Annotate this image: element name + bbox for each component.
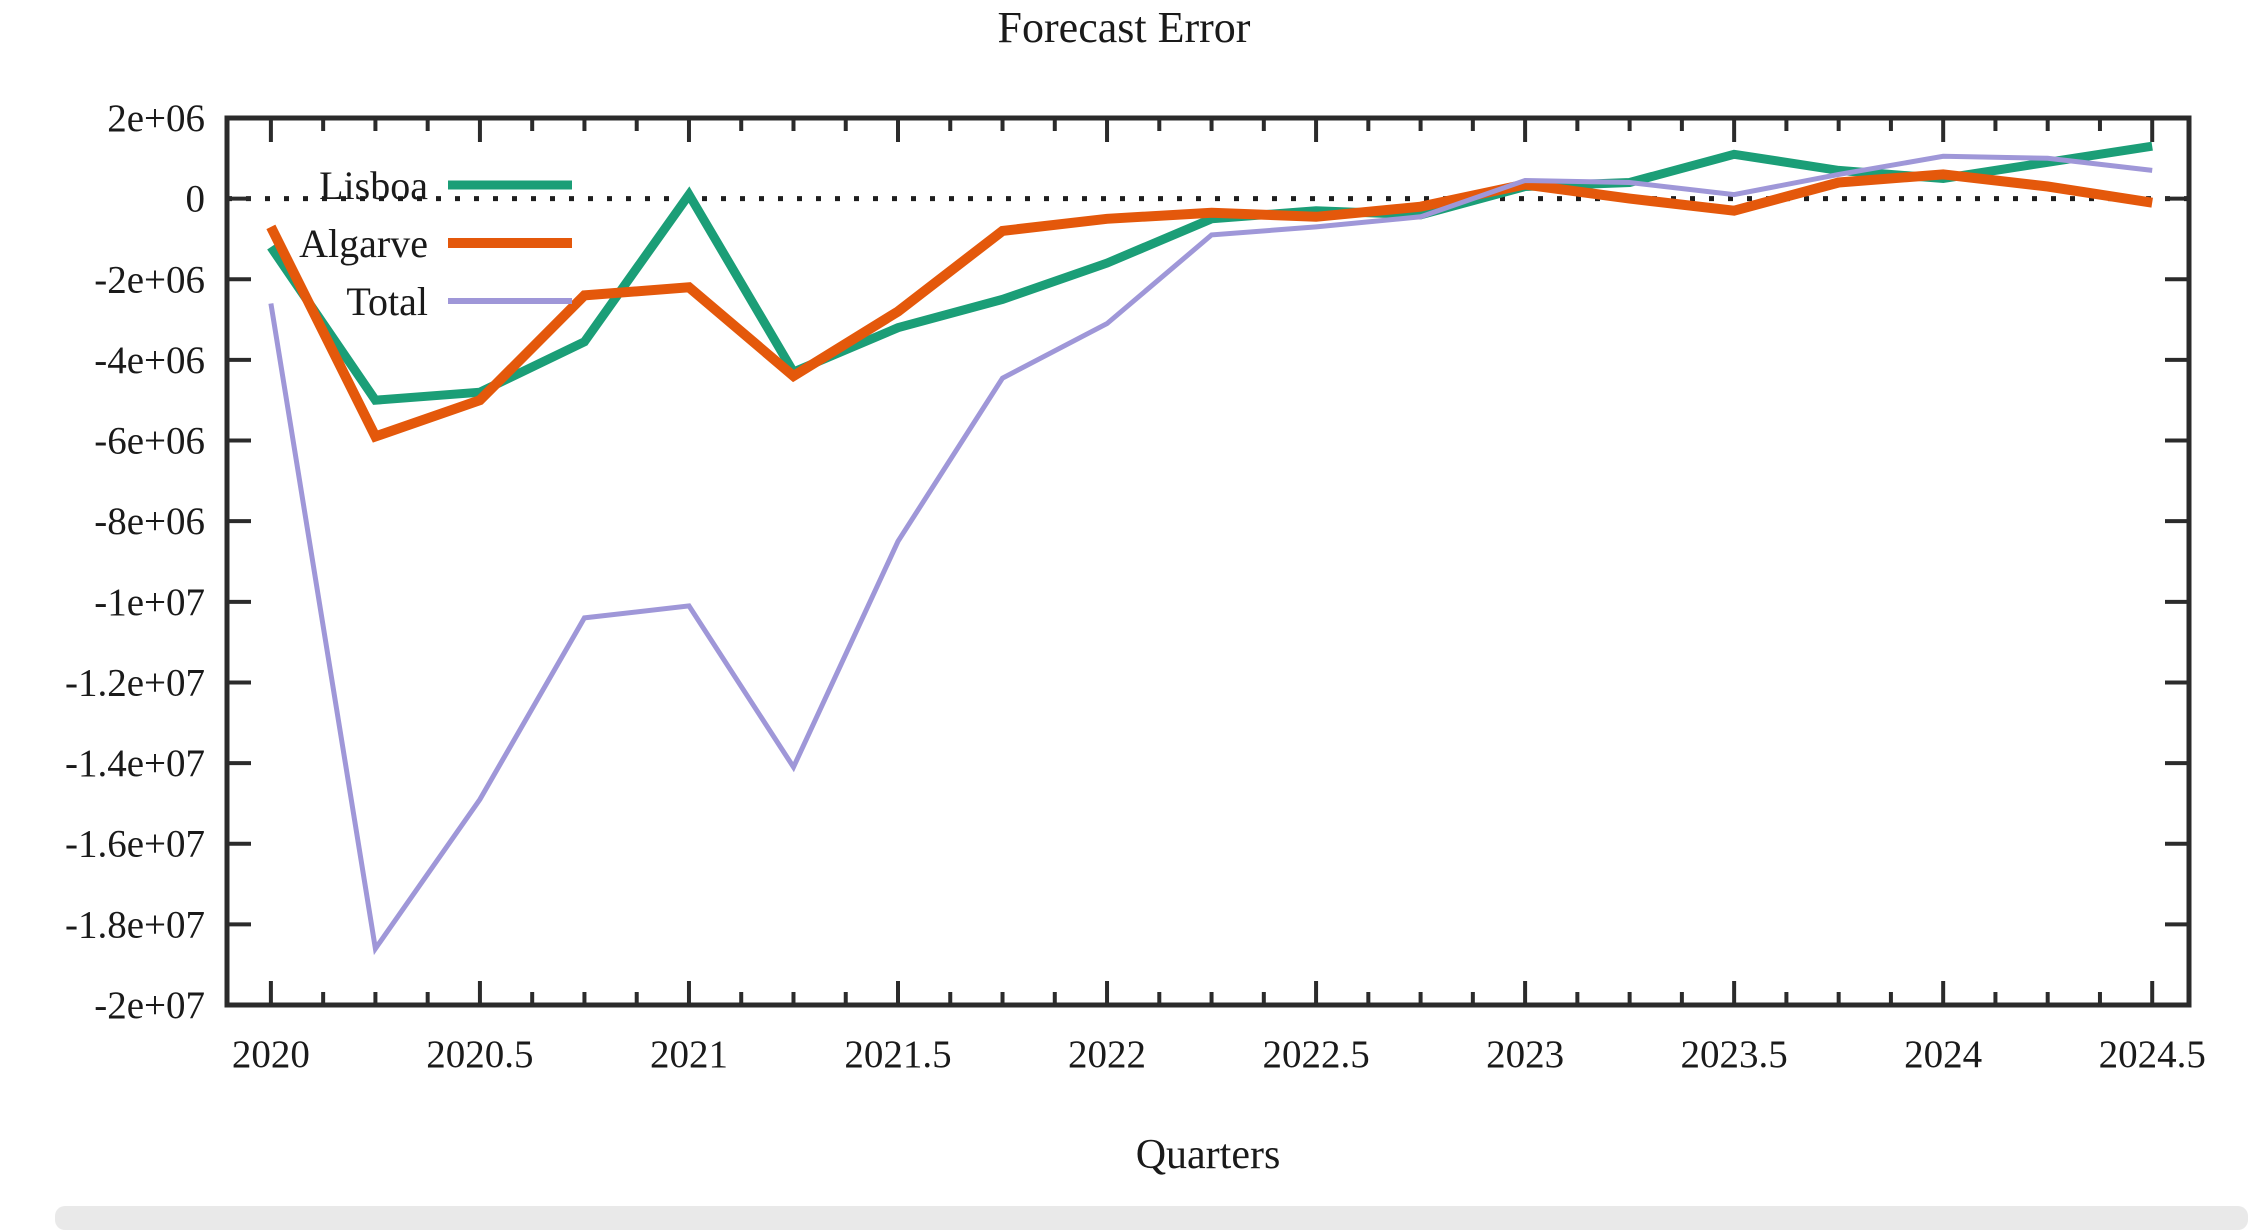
x-tick-label: 2022.5	[1262, 1033, 1369, 1076]
x-tick-label: 2022	[1068, 1033, 1146, 1076]
y-tick-label: 2e+06	[107, 97, 205, 140]
chart-title: Forecast Error	[998, 3, 1251, 52]
y-tick-label: -1e+07	[94, 581, 205, 624]
y-tick-label: -4e+06	[94, 339, 205, 382]
plot-area: 2e+06 0 -2e+06 -4e+06 -6e+06 -8e+06 -1e+07 -1.2…	[65, 97, 2206, 1076]
y-tick-label: -1.2e+07	[65, 661, 205, 704]
y-tick-label: -2e+07	[94, 984, 205, 1027]
y-tick-label: -1.4e+07	[65, 742, 205, 785]
x-tick-label: 2023	[1486, 1033, 1564, 1076]
x-tick-label: 2024	[1904, 1033, 1982, 1076]
x-tick-label: 2024.5	[2099, 1033, 2206, 1076]
plot-border	[224, 115, 2192, 1008]
x-tick-label: 2023.5	[1681, 1033, 1788, 1076]
series-line-lisboa	[267, 141, 2153, 405]
y-tick-label: 0	[186, 178, 206, 221]
legend-label-lisboa: Lisboa	[319, 163, 428, 208]
y-tick-label: -8e+06	[94, 500, 205, 543]
x-tick-label: 2020	[232, 1033, 310, 1076]
y-tick-label: -6e+06	[94, 420, 205, 463]
legend-label-total: Total	[346, 279, 428, 324]
y-tick-label: -2e+06	[94, 258, 205, 301]
bottom-scroll-strip	[55, 1206, 2248, 1230]
x-tick-label: 2020.5	[426, 1033, 533, 1076]
y-tick-label: -1.6e+07	[65, 823, 205, 866]
x-tick-label: 2021.5	[844, 1033, 951, 1076]
x-axis-label: Quarters	[1136, 1132, 1281, 1178]
x-tick-label: 2021	[650, 1033, 728, 1076]
series-line-total	[268, 153, 2153, 956]
legend-label-algarve: Algarve	[299, 221, 428, 266]
series-line-algarve	[266, 169, 2153, 443]
y-tick-label: -1.8e+07	[65, 903, 205, 946]
